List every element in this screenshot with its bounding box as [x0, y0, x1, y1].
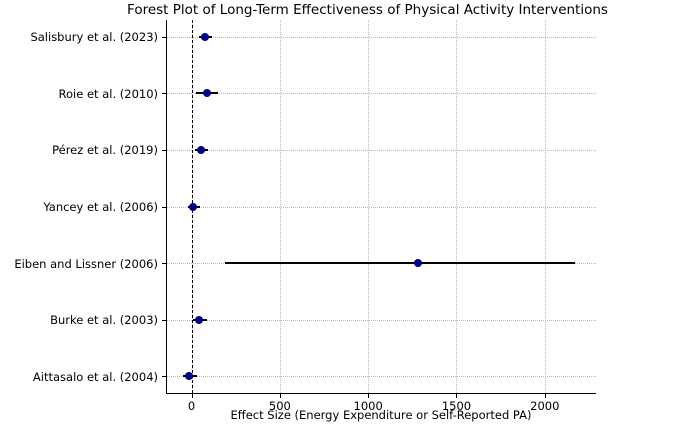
y-tick-mark [162, 36, 166, 38]
y-tick-mark [162, 376, 166, 378]
y-gridline [166, 319, 596, 321]
study-label: Yancey et al. (2006) [43, 200, 158, 214]
x-tick-label: 2000 [530, 399, 560, 413]
x-axis-spine [166, 393, 596, 395]
y-axis-spine [166, 20, 168, 394]
effect-size-marker [189, 202, 198, 211]
y-gridline [166, 149, 596, 151]
x-tick-label: 1500 [441, 399, 472, 413]
y-gridline [166, 376, 596, 378]
study-label: Roie et al. (2010) [58, 86, 158, 101]
study-label: Aittasalo et al. (2004) [32, 369, 158, 384]
y-gridline [166, 206, 596, 208]
y-tick-mark [162, 206, 166, 208]
x-tick-label: 500 [268, 399, 291, 413]
effect-size-marker [203, 89, 212, 98]
y-gridline [166, 93, 596, 95]
x-tick-label: 1000 [353, 399, 383, 413]
study-label: Burke et al. (2003) [50, 313, 158, 328]
x-axis-label: Effect Size (Energy Expenditure or Self-… [230, 408, 532, 422]
study-label: Salisbury et al. (2023) [30, 30, 158, 45]
study-label: Pérez et al. (2019) [52, 143, 158, 158]
chart-title: Forest Plot of Long-Term Effectiveness o… [127, 2, 608, 18]
confidence-interval-line [225, 262, 575, 264]
x-tick-mark [368, 394, 370, 399]
x-tick-mark [279, 394, 281, 399]
y-gridline [166, 36, 596, 38]
effect-size-marker [195, 315, 204, 324]
x-tick-label: 0 [187, 399, 196, 413]
y-tick-mark [162, 93, 166, 95]
x-tick-mark [191, 394, 193, 399]
study-label: Eiben and Lissner (2006) [14, 256, 158, 271]
y-tick-mark [162, 149, 166, 151]
effect-size-marker [413, 259, 422, 267]
effect-size-marker [185, 372, 194, 381]
effect-size-marker [201, 32, 210, 41]
y-tick-mark [162, 263, 166, 264]
x-tick-mark [456, 394, 458, 399]
effect-size-marker [197, 145, 206, 154]
x-tick-mark [544, 394, 546, 399]
y-tick-mark [162, 319, 166, 321]
